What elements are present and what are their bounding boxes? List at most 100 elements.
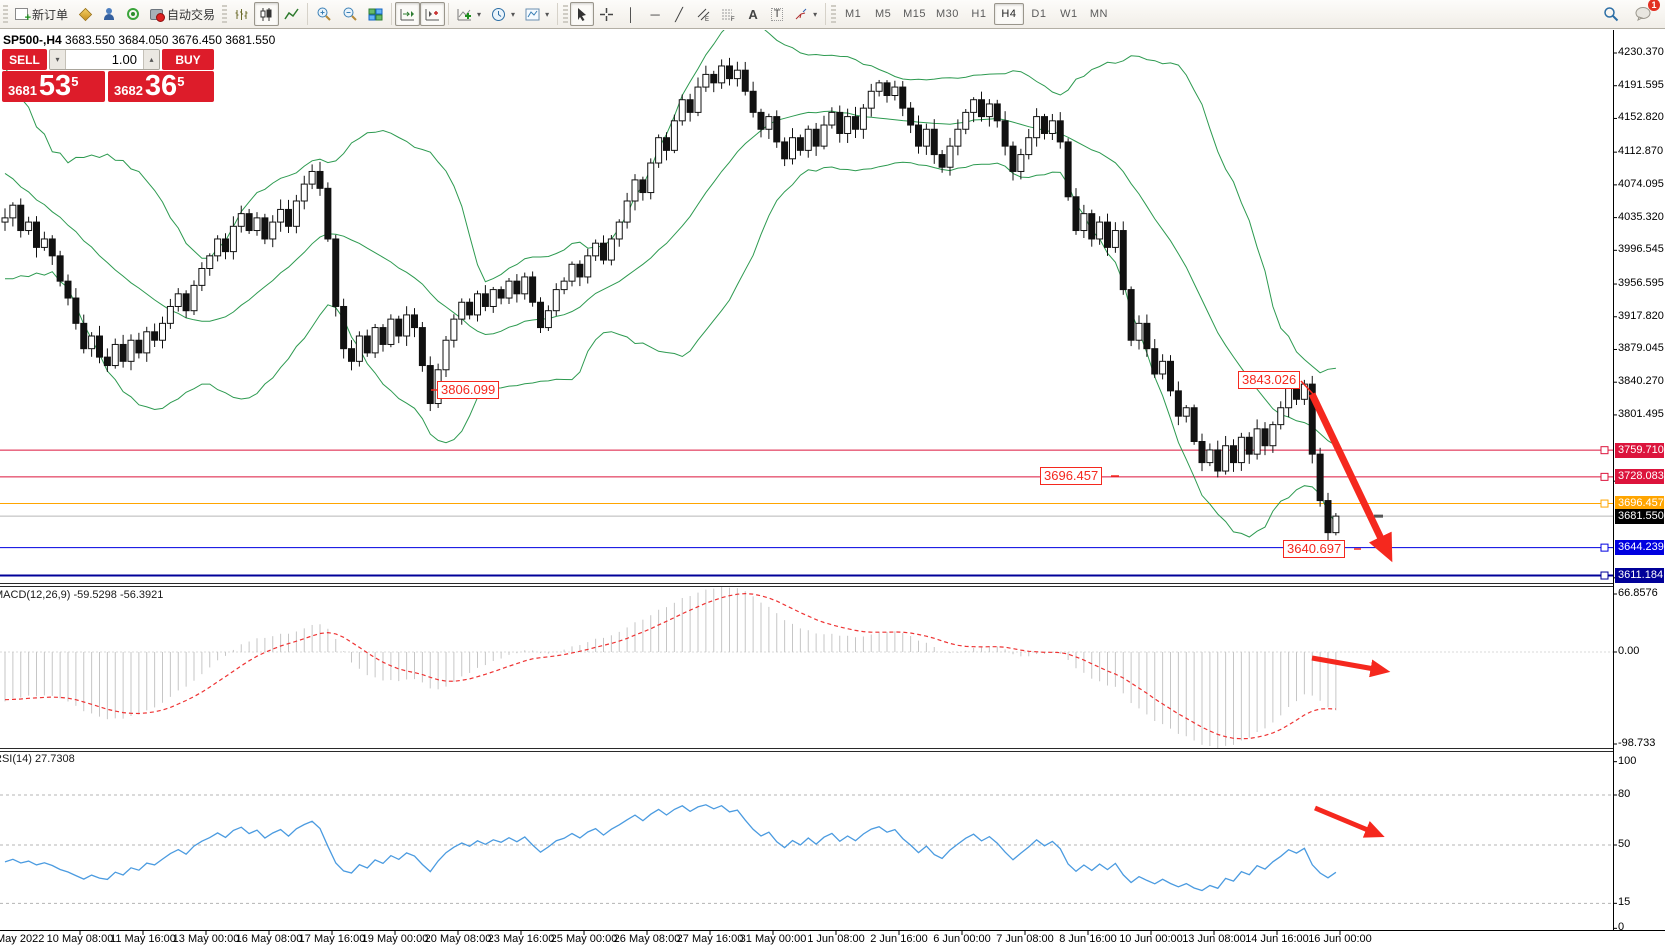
text-tool-button[interactable]: A [741,2,765,26]
profile-button[interactable] [97,2,121,26]
candle-body [1041,116,1048,134]
price-annotation[interactable]: 3843.026 [1238,371,1301,389]
candle-body [962,111,970,130]
candle-body [1316,453,1324,502]
toolbar-separator [825,3,827,25]
candle-body [859,107,867,130]
timeframe-m30-button[interactable]: M30 [931,3,964,25]
candle-body [670,120,678,151]
templates-button[interactable]: ▾ [520,2,554,26]
candle-body [655,137,663,164]
line-chart-button[interactable] [279,2,304,26]
macd-axis-label: 0.00 [1618,645,1640,657]
candle-body [1206,449,1214,464]
price-axis-tick: 3840.270 [1618,375,1664,388]
price-annotation[interactable]: 3640.697 [1283,540,1346,558]
notifications-button[interactable]: 1 [1630,0,1660,26]
candle-body [1190,407,1198,442]
trend-arrow[interactable] [1308,392,1393,563]
chevron-down-icon: ▾ [477,9,482,19]
bar-chart-button[interactable] [229,2,254,26]
candle-body [733,69,741,80]
buy-price-display[interactable]: 3682 36 5 [108,71,214,102]
timeframe-h1-button[interactable]: H1 [964,3,994,25]
price-annotation[interactable]: 3696.457 [1040,467,1103,485]
time-axis-label: 17 May 16:00 [298,933,366,945]
volume-input[interactable]: 1.00 [111,52,137,67]
robot-icon [150,8,166,22]
timeframe-mn-button[interactable]: MN [1084,3,1114,25]
price-axis-tick: 3917.820 [1618,309,1664,322]
line-anchor-handle[interactable] [1600,499,1609,508]
timeframe-m15-button[interactable]: M15 [898,3,931,25]
horizontal-line-tool-button[interactable]: ─ [643,2,667,26]
text-label-icon: T [770,7,784,21]
candle-body [1214,449,1222,472]
bar-chart-icon [235,8,248,20]
line-anchor-handle[interactable] [1600,472,1609,481]
line-anchor-handle[interactable] [1600,543,1609,552]
new-order-button[interactable]: 新订单 [10,2,73,26]
candle-body [348,348,355,362]
sell-price-display[interactable]: 3681 53 5 [2,71,105,102]
auto-trading-button[interactable]: 自动交易 [145,2,220,26]
candle-body [521,276,529,295]
volume-increase-button[interactable]: ▴ [143,50,159,69]
pane-separator[interactable] [0,748,1613,749]
vertical-line-tool-button[interactable]: │ [619,2,643,26]
toolbar-grip[interactable] [563,5,569,23]
search-button[interactable] [1598,2,1624,26]
zoom-out-button[interactable] [337,2,363,26]
cursor-icon [578,7,587,21]
sell-button[interactable]: SELL [2,49,47,70]
cursor-tool-button[interactable] [570,2,595,26]
price-annotation[interactable]: 3806.099 [437,381,500,399]
toolbar-separator [391,3,393,25]
toolbar-grip[interactable] [222,5,228,23]
candle-body [1056,120,1064,143]
tile-windows-button[interactable] [363,2,388,26]
chart-ohlc-values: 3683.550 3684.050 3676.450 3681.550 [65,33,276,47]
fibonacci-tool-button[interactable]: F [716,2,741,26]
macd-indicator-label: MACD(12,26,9) -59.5298 -56.3921 [0,589,164,601]
arrows-tool-button[interactable]: ▾ [789,2,822,26]
timeframe-m5-button[interactable]: M5 [868,3,898,25]
toolbar-grip[interactable] [831,5,837,23]
text-label-tool-button[interactable]: T [765,2,789,26]
chart-shift-button[interactable] [420,2,446,26]
trend-arrow[interactable] [1311,655,1391,678]
line-anchor-handle[interactable] [1600,571,1609,580]
candle-body [836,111,844,134]
search-icon [1604,7,1619,22]
toolbar-grip[interactable] [3,5,8,23]
time-axis-label: 14 Jun 16:00 [1245,933,1309,945]
rsi-line [4,804,1337,892]
candle-body [1064,141,1072,198]
indicators-button[interactable]: ▾ [452,2,486,26]
trendline-tool-button[interactable]: ╱ [667,2,691,26]
line-anchor-handle[interactable] [1600,446,1609,455]
timeframe-m1-button[interactable]: M1 [838,3,868,25]
volume-decrease-button[interactable]: ▾ [50,50,66,69]
timeframe-h4-button[interactable]: H4 [993,3,1024,25]
pane-separator[interactable] [0,751,1613,752]
zoom-in-button[interactable] [311,2,337,26]
candlestick-chart-button[interactable] [254,2,280,26]
candle-body [1135,322,1143,341]
timeframe-d1-button[interactable]: D1 [1024,3,1054,25]
trend-arrow[interactable] [1314,805,1385,838]
periods-button[interactable]: ▾ [486,2,520,26]
time-axis-label: 27 May 16:00 [676,933,744,945]
market-depth-button[interactable] [73,2,97,26]
timeframe-w1-button[interactable]: W1 [1054,3,1084,25]
buy-button[interactable]: BUY [162,49,214,70]
auto-scroll-button[interactable] [395,2,421,26]
candle-body [222,238,229,253]
candle-body [639,179,647,194]
channel-tool-button[interactable]: E [691,2,716,26]
signals-button[interactable] [121,2,145,26]
pane-separator[interactable] [0,586,1613,587]
crosshair-tool-button[interactable] [594,2,619,26]
pane-separator[interactable] [0,583,1613,584]
